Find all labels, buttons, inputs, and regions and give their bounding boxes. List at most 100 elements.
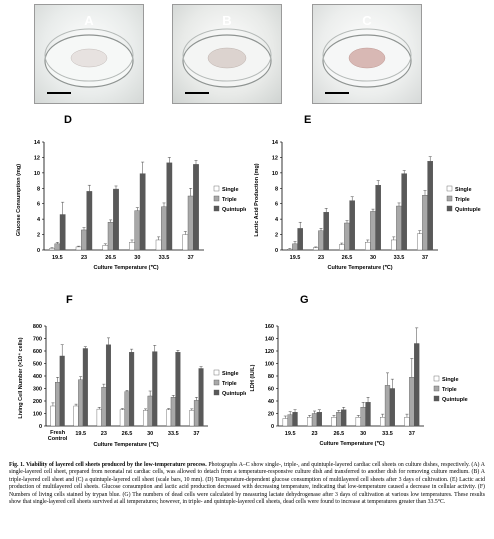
bar-quintuple: [297, 228, 303, 251]
x-axis-label: Culture Temperature (℃): [93, 264, 158, 271]
y-tick-label: 2: [275, 233, 278, 239]
bar-single: [390, 239, 397, 251]
bar-triple: [187, 195, 194, 251]
x-tick-label: 33.5: [159, 255, 170, 261]
legend-label: Single: [222, 371, 239, 377]
legend-label: Single: [455, 187, 472, 193]
bar-triple: [336, 412, 342, 427]
bar-quintuple: [365, 402, 371, 427]
x-tick-label: Fresh: [50, 430, 66, 436]
culture-dish-photo-b: [182, 28, 272, 94]
legend-label: Triple: [442, 387, 457, 393]
panel-label-f: F: [66, 294, 73, 306]
y-tick-label: 12: [272, 155, 278, 161]
x-tick-label: 30: [370, 255, 376, 261]
chart-g-svg: 0 20 40 60 80 100 120 140 160 LDH (IU/L) 19.5 23 26.…: [250, 324, 468, 447]
bar-triple: [81, 229, 87, 251]
y-tick-label: 400: [33, 374, 42, 380]
bar-single: [287, 249, 293, 251]
bar-triple: [170, 397, 176, 427]
bar-quintuple: [193, 164, 199, 251]
bar-triple: [78, 379, 84, 427]
chart-ldh: 0 20 40 60 80 100 120 140 160 LDH (IU/L) 19.5 23 26.…: [248, 308, 490, 458]
y-tick-label: 10: [34, 171, 40, 177]
y-tick-label: 200: [33, 399, 42, 405]
x-axis-label: Culture Temperature (℃): [327, 264, 392, 271]
bar-quintuple: [82, 348, 88, 427]
x-tick-label: 33.5: [382, 431, 393, 437]
x-tick-label: 37: [188, 255, 194, 261]
y-tick-label: 120: [265, 349, 274, 355]
bar-triple: [384, 385, 391, 427]
x-tick-label: 26.5: [122, 431, 133, 437]
chart-living-cell-number: 0 100 200 300 400 500 600 700 800 Living Cell Num…: [4, 308, 246, 458]
y-tick-label: 14: [272, 140, 279, 146]
bar-quintuple: [375, 185, 381, 251]
bar-single: [166, 409, 172, 427]
x-tick-label: 23: [81, 255, 87, 261]
bar-single: [338, 244, 345, 251]
x-tick-label: 19.5: [290, 255, 301, 261]
y-axis-label: Living Cell Number (×10⁴ cells): [18, 337, 24, 418]
bar-quintuple: [129, 352, 135, 427]
panel-label-e: E: [304, 114, 312, 126]
photo-label: C: [362, 13, 372, 28]
bar-single: [379, 417, 386, 427]
bar-single: [312, 247, 319, 251]
bar-triple: [396, 205, 402, 251]
legend-label: Quintuple: [455, 207, 481, 213]
legend-swatch: [433, 385, 440, 392]
bar-triple: [287, 414, 293, 427]
x-tick-label: 37: [193, 431, 199, 437]
y-tick-label: 6: [275, 202, 278, 208]
y-tick-label: 0: [275, 248, 278, 254]
bar-triple: [107, 222, 114, 251]
x-tick-label: 23: [318, 255, 324, 261]
bar-single: [119, 409, 125, 427]
bar-triple: [360, 407, 366, 427]
bar-quintuple: [427, 161, 434, 251]
legend-swatch: [433, 395, 440, 402]
x-tick-label: 37: [409, 431, 415, 437]
bar-single: [307, 417, 313, 427]
y-tick-label: 700: [33, 337, 42, 343]
bar-single: [75, 246, 82, 251]
legend-label: Quintuple: [222, 207, 246, 213]
x-tick-label: 19.5: [52, 255, 63, 261]
y-tick-label: 140: [265, 337, 274, 343]
bar-quintuple: [401, 173, 408, 251]
y-tick-label: 800: [33, 324, 42, 330]
chart-e-svg: 0 2 4 6 8 10 12 14 Lactic Acid Production (mg) 19…: [254, 140, 481, 271]
bar-single: [182, 234, 189, 251]
bar-quintuple: [152, 351, 158, 427]
photo-a: A: [34, 4, 144, 104]
legend-label: Single: [442, 377, 459, 383]
bar-quintuple: [105, 344, 111, 427]
x-axis-label: Culture Temperature (℃): [93, 441, 158, 448]
legend-label: Single: [222, 187, 239, 193]
culture-dish-photo-c: [322, 28, 412, 94]
y-tick-label: 8: [37, 186, 40, 192]
bar-single: [96, 408, 102, 427]
bar-triple: [54, 243, 61, 251]
bar-triple: [292, 243, 298, 251]
x-tick-label: 19.5: [75, 431, 86, 437]
bar-single: [49, 248, 55, 251]
x-tick-label: 30: [134, 255, 140, 261]
x-tick-label: 26.5: [105, 255, 116, 261]
bar-triple: [370, 211, 376, 251]
bar-single: [364, 242, 371, 251]
chart-lactic-acid-production: 0 2 4 6 8 10 12 14 Lactic Acid Production (mg) 19…: [248, 128, 490, 276]
bar-quintuple: [166, 162, 173, 251]
photo-label: B: [222, 13, 232, 28]
caption-text: Photographs A–C show single-, triple-, a…: [9, 462, 485, 506]
bar-triple: [147, 395, 153, 427]
x-tick-label: 26.5: [333, 431, 344, 437]
y-tick-label: 80: [268, 374, 274, 380]
figure-caption: Fig. 1. Viability of layered cell sheets…: [9, 462, 485, 506]
x-axis-label: Culture Temperature (℃): [319, 440, 384, 447]
legend-swatch: [433, 375, 440, 382]
bar-single: [142, 410, 149, 427]
bar-quintuple: [349, 200, 355, 251]
legend-swatch: [213, 369, 220, 376]
